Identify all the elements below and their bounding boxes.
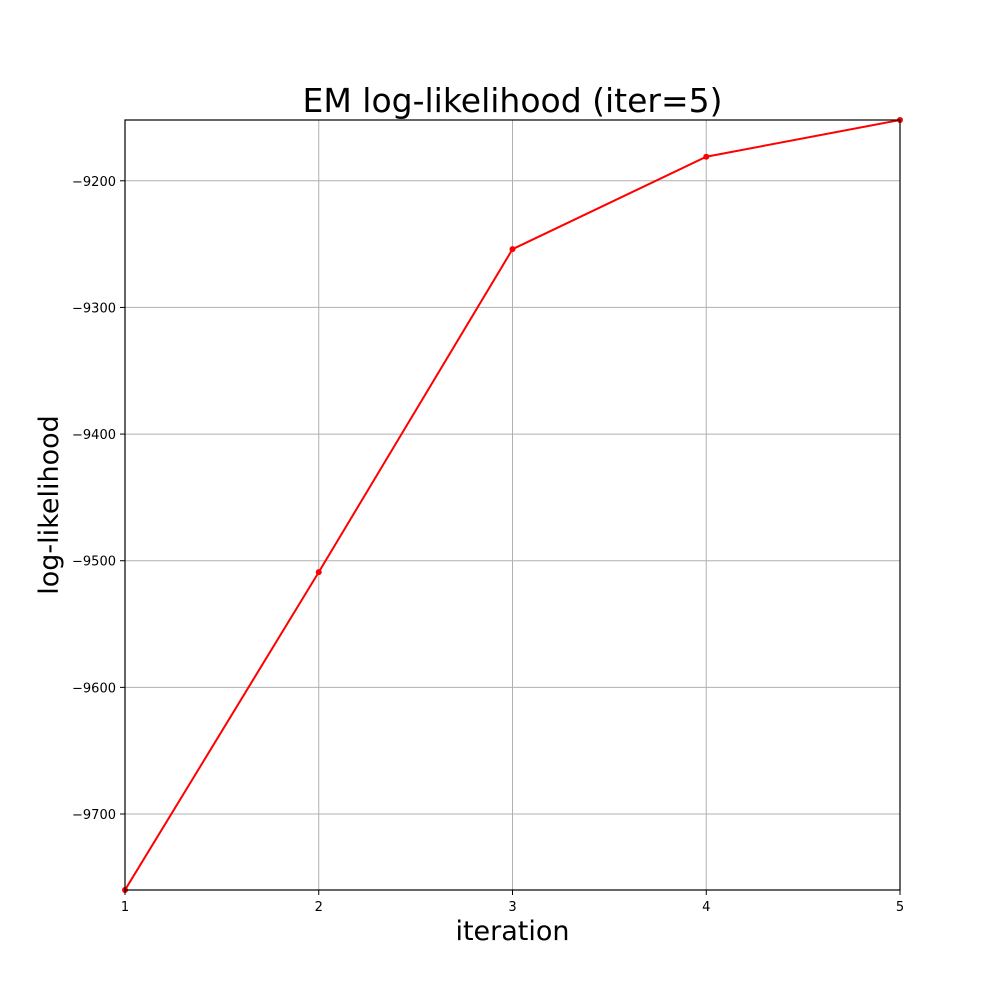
x-tick-label: 1 bbox=[121, 900, 129, 915]
x-tick-label: 2 bbox=[315, 900, 323, 915]
y-tick-label: −9200 bbox=[72, 175, 116, 190]
y-tick-label: −9500 bbox=[72, 555, 116, 570]
x-tick-label: 4 bbox=[702, 900, 710, 915]
y-tick-label: −9600 bbox=[72, 681, 116, 696]
y-axis-title: log-likelihood bbox=[34, 415, 65, 594]
y-tick-label: −9300 bbox=[72, 301, 116, 316]
series-layer bbox=[122, 117, 903, 893]
x-axis-title: iteration bbox=[455, 916, 569, 947]
x-tick-label: 5 bbox=[896, 900, 904, 915]
y-tick-label: −9400 bbox=[72, 428, 116, 443]
data-point bbox=[509, 246, 516, 253]
chart-title: EM log-likelihood (iter=5) bbox=[302, 81, 722, 120]
data-point bbox=[703, 153, 710, 160]
grid bbox=[124, 120, 901, 890]
y-tick-label: −9700 bbox=[72, 808, 116, 823]
tick-layer: 1 2 3 4 5 −9700 −9600 −9500 −9400 −9300 −9200 bbox=[72, 175, 904, 915]
data-point bbox=[315, 569, 322, 576]
x-tick-label: 3 bbox=[508, 900, 516, 915]
